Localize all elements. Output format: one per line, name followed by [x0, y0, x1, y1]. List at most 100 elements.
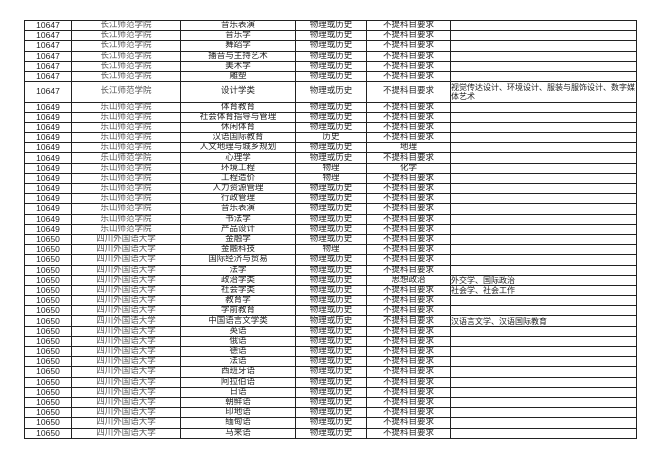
included-majors-cell	[450, 152, 637, 164]
primary-subject-cell: 物理或历史	[295, 386, 367, 398]
school-name-cell: 长江师范学院	[71, 19, 181, 32]
school-code-cell: 10649	[24, 121, 72, 134]
primary-subject-cell: 物理或历史	[295, 40, 367, 52]
school-name-cell: 四川外国语大学	[71, 264, 181, 276]
school-code-cell: 10649	[24, 223, 72, 235]
secondary-subject-cell: 不提科目要求	[366, 121, 451, 134]
school-code-cell: 10647	[24, 81, 72, 103]
primary-subject-cell: 物理或历史	[295, 417, 367, 429]
primary-subject-cell: 物理或历史	[295, 70, 367, 83]
secondary-subject-cell: 不提科目要求	[366, 386, 451, 398]
included-majors-cell	[450, 244, 637, 256]
major-cell: 俄语	[180, 335, 296, 348]
school-code-cell: 10649	[24, 172, 72, 185]
school-name-cell: 四川外国语大学	[71, 233, 181, 246]
major-cell: 汉语国际教育	[180, 132, 296, 144]
primary-subject-cell: 物理或历史	[295, 407, 367, 419]
school-code-cell: 10650	[24, 305, 72, 317]
primary-subject-cell: 物理或历史	[295, 213, 367, 225]
primary-subject-cell: 物理或历史	[295, 233, 367, 246]
school-name-cell: 乐山师范学院	[71, 121, 181, 134]
included-majors-cell	[450, 223, 637, 235]
included-majors-cell	[450, 121, 637, 134]
secondary-subject-cell: 不提科目要求	[366, 315, 451, 327]
major-cell: 阿拉伯语	[180, 376, 296, 388]
school-code-cell: 10650	[24, 233, 72, 246]
included-majors-cell	[450, 60, 637, 72]
primary-subject-cell: 物理或历史	[295, 193, 367, 205]
major-cell: 播音与主持艺术	[180, 50, 296, 62]
school-code-cell: 10650	[24, 427, 72, 439]
school-name-cell: 乐山师范学院	[71, 172, 181, 185]
school-name-cell: 乐山师范学院	[71, 132, 181, 144]
major-cell: 英语	[180, 325, 296, 337]
major-cell: 产品设计	[180, 223, 296, 235]
table-row: 10650 四川外国语大学 英语 物理或历史 不提科目要求	[24, 325, 637, 337]
primary-subject-cell: 物理或历史	[295, 356, 367, 368]
major-cell: 体育教育	[180, 101, 296, 113]
school-name-cell: 长江师范学院	[71, 30, 181, 42]
secondary-subject-cell: 不提科目要求	[366, 193, 451, 205]
secondary-subject-cell: 不提科目要求	[366, 335, 451, 348]
major-cell: 金融学	[180, 233, 296, 246]
table-row: 10650 四川外国语大学 金融学 物理或历史 不提科目要求	[24, 233, 637, 246]
included-majors-cell	[450, 264, 637, 276]
school-name-cell: 乐山师范学院	[71, 183, 181, 195]
included-majors-cell	[450, 50, 637, 62]
table-row: 10650 四川外国语大学 印地语 物理或历史 不提科目要求	[24, 407, 637, 419]
school-code-cell: 10649	[24, 142, 72, 154]
major-cell: 朝鲜语	[180, 396, 296, 409]
secondary-subject-cell: 不提科目要求	[366, 203, 451, 215]
secondary-subject-cell: 化学	[366, 162, 451, 174]
secondary-subject-cell: 不提科目要求	[366, 223, 451, 235]
school-name-cell: 四川外国语大学	[71, 417, 181, 429]
major-cell: 西班牙语	[180, 366, 296, 378]
included-majors-cell	[450, 335, 637, 348]
major-cell: 工程造价	[180, 172, 296, 185]
included-majors-cell	[450, 407, 637, 419]
secondary-subject-cell: 不提科目要求	[366, 50, 451, 62]
primary-subject-cell: 物理或历史	[295, 60, 367, 72]
secondary-subject-cell: 不提科目要求	[366, 183, 451, 195]
school-name-cell: 长江师范学院	[71, 81, 181, 103]
included-majors-cell	[450, 162, 637, 174]
secondary-subject-cell: 不提科目要求	[366, 30, 451, 42]
primary-subject-cell: 物理或历史	[295, 315, 367, 327]
included-majors-cell: 视觉传达设计、环境设计、服装与服饰设计、数字媒体艺术	[450, 81, 637, 103]
table-row: 10650 四川外国语大学 法学 物理或历史 不提科目要求	[24, 264, 637, 276]
table-row: 10650 四川外国语大学 金融科技 物理 不提科目要求	[24, 244, 637, 256]
included-majors-cell	[450, 417, 637, 429]
included-majors-cell	[450, 356, 637, 368]
school-code-cell: 10649	[24, 101, 72, 113]
table-row: 10650 四川外国语大学 国际经济与贸易 物理或历史 不提科目要求	[24, 254, 637, 266]
table-row: 10649 乐山师范学院 汉语国际教育 历史 不提科目要求	[24, 132, 637, 144]
school-name-cell: 四川外国语大学	[71, 396, 181, 409]
school-name-cell: 乐山师范学院	[71, 111, 181, 123]
secondary-subject-cell: 不提科目要求	[366, 81, 451, 103]
major-cell: 中国语言文学类	[180, 315, 296, 327]
table-row: 10649 乐山师范学院 工程造价 物理 不提科目要求	[24, 172, 637, 185]
school-code-cell: 10647	[24, 60, 72, 72]
included-majors-cell	[450, 111, 637, 123]
table-row: 10647 长江师范学院 雕塑 物理或历史 不提科目要求	[24, 70, 637, 83]
primary-subject-cell: 物理或历史	[295, 346, 367, 358]
primary-subject-cell: 物理或历史	[295, 81, 367, 103]
primary-subject-cell: 物理或历史	[295, 396, 367, 409]
school-code-cell: 10650	[24, 335, 72, 348]
school-name-cell: 四川外国语大学	[71, 315, 181, 327]
included-majors-cell	[450, 386, 637, 398]
primary-subject-cell: 物理或历史	[295, 30, 367, 42]
major-cell: 政治学类	[180, 274, 296, 286]
school-name-cell: 乐山师范学院	[71, 142, 181, 154]
major-cell: 学前教育	[180, 305, 296, 317]
included-majors-cell	[450, 346, 637, 358]
table-row: 10649 乐山师范学院 环境工程 物理 化学	[24, 162, 637, 174]
secondary-subject-cell: 不提科目要求	[366, 407, 451, 419]
major-cell: 书法学	[180, 213, 296, 225]
school-code-cell: 10650	[24, 386, 72, 398]
secondary-subject-cell: 不提科目要求	[366, 417, 451, 429]
primary-subject-cell: 物理或历史	[295, 284, 367, 297]
secondary-subject-cell: 不提科目要求	[366, 70, 451, 83]
school-code-cell: 10650	[24, 396, 72, 409]
secondary-subject-cell: 不提科目要求	[366, 284, 451, 297]
